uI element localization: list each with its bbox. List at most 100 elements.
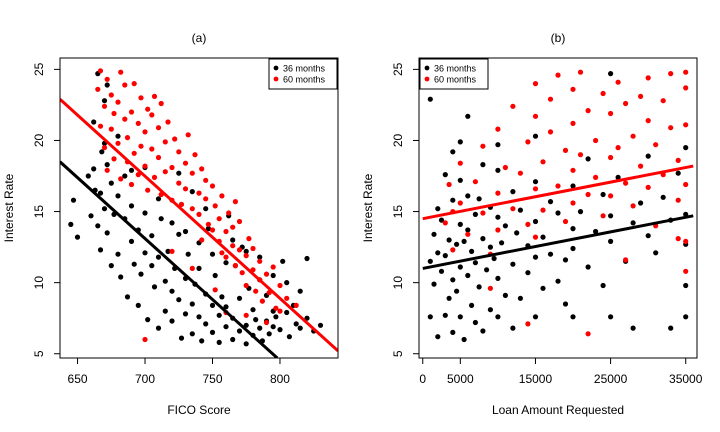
data-point <box>570 200 576 206</box>
data-point <box>104 230 110 236</box>
data-point <box>517 207 524 213</box>
data-point <box>219 294 225 300</box>
data-point <box>446 237 452 243</box>
data-point <box>68 221 74 227</box>
data-point <box>111 156 117 162</box>
data-point <box>199 338 205 344</box>
data-point <box>675 170 681 176</box>
data-point <box>273 305 279 311</box>
data-point <box>95 86 101 92</box>
data-point <box>555 183 561 189</box>
data-point <box>431 281 437 287</box>
data-point <box>185 251 191 257</box>
data-point <box>525 270 531 276</box>
data-point <box>250 245 256 252</box>
data-point <box>510 189 516 195</box>
data-point <box>457 221 463 227</box>
data-point <box>178 335 185 341</box>
data-point <box>97 68 104 74</box>
data-point <box>600 191 606 198</box>
data-point <box>128 203 135 209</box>
data-point <box>219 193 225 199</box>
data-point <box>683 69 689 75</box>
y-axis-label: Interest Rate <box>2 173 16 242</box>
data-point <box>465 272 471 279</box>
data-point <box>155 196 162 202</box>
data-point <box>465 193 471 199</box>
x-axis-label: Loan Amount Requested <box>492 403 624 417</box>
data-point <box>293 302 299 308</box>
data-point <box>118 176 124 182</box>
data-point <box>645 153 651 159</box>
data-point <box>623 100 629 107</box>
data-point <box>532 133 539 139</box>
data-point <box>608 213 614 219</box>
data-point <box>457 314 463 320</box>
data-point <box>577 209 584 215</box>
data-point <box>457 264 463 270</box>
data-point <box>205 226 211 232</box>
data-point <box>101 98 108 104</box>
data-point <box>149 112 155 118</box>
data-point <box>88 213 94 219</box>
data-point <box>532 113 539 119</box>
y-tick-label: 25 <box>391 62 405 76</box>
data-point <box>442 253 448 259</box>
data-point <box>608 314 614 320</box>
data-point <box>91 119 97 125</box>
legend-label: 36 months <box>434 64 477 74</box>
data-point <box>138 95 144 101</box>
data-point <box>223 260 229 266</box>
data-point <box>454 288 460 294</box>
data-point <box>608 110 614 117</box>
data-point <box>270 272 276 279</box>
data-point <box>131 150 137 156</box>
data-point <box>122 116 128 122</box>
data-point <box>212 287 218 293</box>
data-point <box>135 302 141 308</box>
data-point <box>495 214 501 220</box>
data-point <box>142 163 148 169</box>
data-point <box>115 140 121 146</box>
data-point <box>151 93 158 99</box>
data-point <box>517 170 524 176</box>
data-point <box>683 122 689 128</box>
y-tick-label: 5 <box>391 350 405 357</box>
data-point <box>638 163 644 169</box>
data-point <box>97 190 104 196</box>
legend-marker <box>273 76 279 82</box>
legend-label: 36 months <box>283 64 326 74</box>
data-point <box>189 265 195 271</box>
data-point <box>675 157 681 163</box>
data-point <box>165 119 171 125</box>
legend-marker <box>424 65 430 71</box>
data-point <box>118 69 124 75</box>
data-point <box>585 264 591 270</box>
data-point <box>270 324 276 330</box>
data-point <box>169 288 175 294</box>
data-point <box>457 160 463 166</box>
data-point <box>472 179 478 185</box>
data-point <box>476 284 482 290</box>
y-tick-label: 25 <box>32 62 46 76</box>
data-point <box>427 96 433 102</box>
data-point <box>172 136 178 142</box>
y-tick-label: 5 <box>32 350 46 357</box>
data-point <box>653 142 659 148</box>
data-point <box>600 90 606 97</box>
data-point <box>115 193 121 199</box>
data-point <box>495 275 501 281</box>
data-point <box>450 149 456 155</box>
data-point <box>236 295 243 301</box>
data-point <box>158 216 164 222</box>
x-tick-label: 650 <box>68 372 88 386</box>
data-point <box>176 231 182 237</box>
legend-marker <box>273 65 279 71</box>
data-point <box>284 309 290 316</box>
data-point <box>155 325 162 331</box>
data-point <box>525 321 531 327</box>
data-point <box>226 210 232 216</box>
data-point <box>232 263 238 269</box>
data-point <box>630 220 636 226</box>
